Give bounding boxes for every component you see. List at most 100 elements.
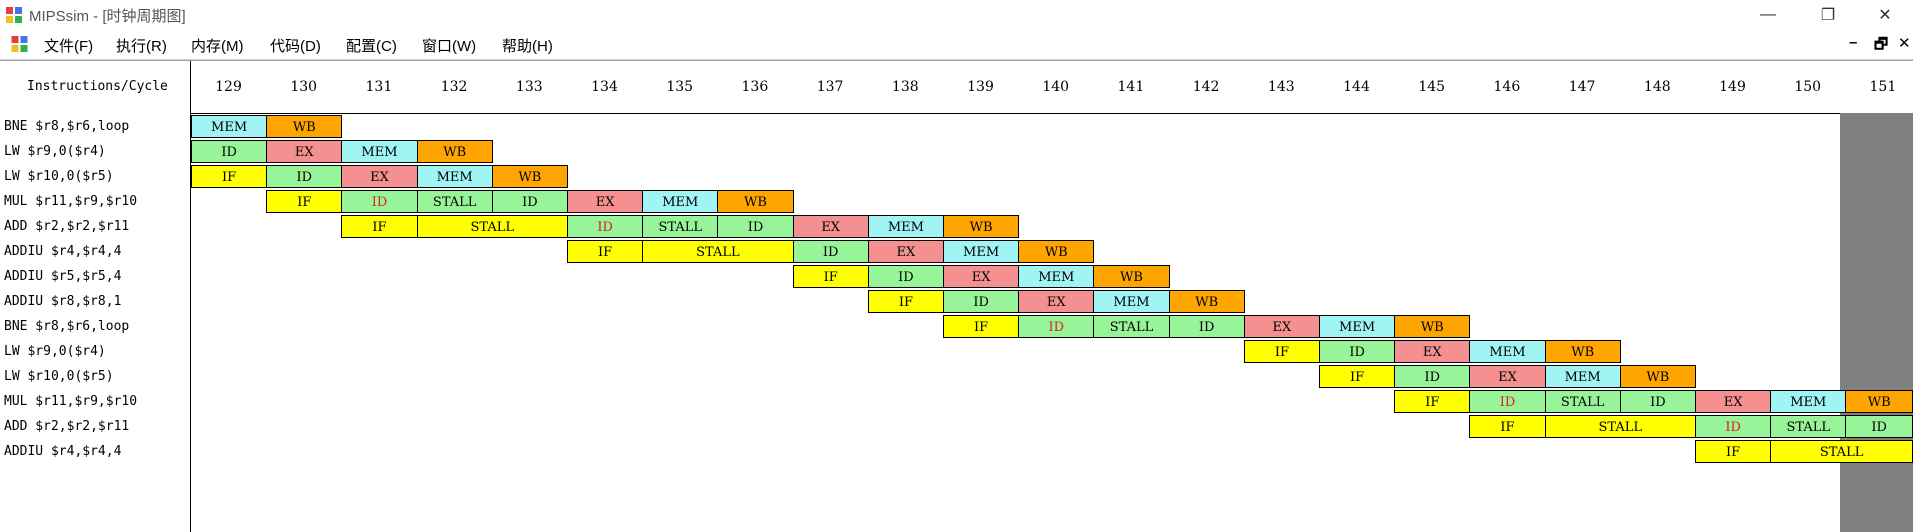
stage-cell-ex: EX [567, 190, 644, 213]
title-bar: MIPSsim - [时钟周期图] — ❐ ✕ [0, 0, 1913, 29]
menu-config[interactable]: 配置(C) [346, 38, 397, 55]
mdi-close-button[interactable]: ✕ [1898, 35, 1911, 52]
stage-cell-stall: STALL [1770, 440, 1913, 463]
mdi-document-icon[interactable] [11, 36, 28, 52]
cycle-header: 145 [1418, 79, 1446, 95]
menu-window[interactable]: 窗口(W) [422, 38, 477, 55]
cycle-header: 151 [1869, 79, 1897, 95]
stage-cell-if: IF [567, 240, 644, 263]
instruction-label: MUL $r11,$r9,$r10 [4, 394, 138, 409]
menu-help[interactable]: 帮助(H) [502, 38, 553, 55]
stage-cell-id: ID [567, 215, 644, 238]
stage-cell-wb: WB [1168, 290, 1245, 313]
stage-cell-id: ID [266, 165, 343, 188]
stage-cell-mem: MEM [1469, 340, 1546, 363]
cycle-header: 132 [440, 79, 468, 95]
stage-cell-mem: MEM [943, 240, 1020, 263]
close-button[interactable]: ✕ [1878, 6, 1892, 24]
minimize-button[interactable]: — [1760, 5, 1776, 23]
stage-cell-if: IF [266, 190, 343, 213]
stage-cell-mem: MEM [642, 190, 719, 213]
stage-cell-if: IF [1243, 340, 1320, 363]
stage-cell-if: IF [867, 290, 944, 313]
stage-cell-ex: EX [1695, 390, 1772, 413]
stage-cell-id: ID [1695, 415, 1772, 438]
window-title: MIPSsim - [时钟周期图] [29, 8, 186, 25]
stage-cell-wb: WB [943, 215, 1020, 238]
instruction-label: LW $r10,0($r5) [4, 369, 114, 384]
stage-cell-ex: EX [266, 140, 343, 163]
cycle-header: 146 [1493, 79, 1521, 95]
cycle-header: 137 [816, 79, 844, 95]
stage-cell-id: ID [943, 290, 1020, 313]
menu-run[interactable]: 执行(R) [116, 38, 167, 55]
stage-cell-stall: STALL [642, 240, 794, 263]
instruction-label: MUL $r11,$r9,$r10 [4, 194, 138, 209]
menu-memory[interactable]: 内存(M) [191, 38, 244, 55]
stage-cell-stall: STALL [416, 215, 568, 238]
stage-cell-ex: EX [1243, 315, 1320, 338]
cycle-header: 131 [365, 79, 393, 95]
cycle-header: 135 [666, 79, 694, 95]
header-divider [190, 113, 1840, 114]
instruction-label: ADDIU $r8,$r8,1 [4, 294, 122, 309]
stage-cell-mem: MEM [1018, 265, 1095, 288]
stage-cell-wb: WB [491, 165, 568, 188]
stage-cell-stall: STALL [1544, 415, 1696, 438]
stage-cell-id: ID [341, 190, 418, 213]
stage-cell-id: ID [1845, 415, 1913, 438]
mdi-minimize-button[interactable]: – [1849, 34, 1858, 51]
stage-cell-id: ID [1168, 315, 1245, 338]
cycle-header: 139 [967, 79, 994, 95]
instruction-label: ADDIU $r4,$r4,4 [4, 244, 122, 259]
stage-cell-if: IF [341, 215, 418, 238]
cycle-header: 140 [1042, 79, 1070, 95]
label-divider [190, 61, 191, 532]
cycle-header: 149 [1719, 79, 1746, 95]
stage-cell-wb: WB [717, 190, 794, 213]
stage-cell-ex: EX [1394, 340, 1471, 363]
stage-cell-id: ID [1018, 315, 1095, 338]
stage-cell-ex: EX [867, 240, 944, 263]
stage-cell-id: ID [1469, 390, 1546, 413]
instruction-label: ADD $r2,$r2,$r11 [4, 419, 130, 434]
stage-cell-wb: WB [1544, 340, 1621, 363]
stage-cell-stall: STALL [642, 215, 719, 238]
stage-cell-ex: EX [1018, 290, 1095, 313]
instruction-label: ADDIU $r5,$r5,4 [4, 269, 122, 284]
stage-cell-if: IF [1469, 415, 1546, 438]
stage-cell-if: IF [1695, 440, 1772, 463]
stage-cell-mem: MEM [1770, 390, 1847, 413]
cycle-header: 141 [1117, 79, 1145, 95]
menu-file[interactable]: 文件(F) [44, 38, 94, 55]
instruction-label: LW $r9,0($r4) [4, 344, 106, 359]
stage-cell-wb: WB [1394, 315, 1471, 338]
stage-cell-stall: STALL [1544, 390, 1621, 413]
stage-cell-id: ID [491, 190, 568, 213]
instruction-label: LW $r9,0($r4) [4, 144, 106, 159]
instruction-label: LW $r10,0($r5) [4, 169, 114, 184]
mdi-restore-button[interactable]: 🗗 [1874, 36, 1889, 53]
cycle-header: 147 [1568, 79, 1596, 95]
stage-cell-if: IF [943, 315, 1020, 338]
stage-cell-wb: WB [1619, 365, 1696, 388]
stage-cell-stall: STALL [1093, 315, 1170, 338]
clock-cycle-diagram[interactable]: Instructions/Cycle 129 130 131 132 133 134 135… [0, 60, 1913, 532]
menu-code[interactable]: 代码(D) [270, 38, 321, 55]
stage-cell-mem: MEM [867, 215, 944, 238]
stage-cell-id: ID [717, 215, 794, 238]
stage-cell-ex: EX [792, 215, 869, 238]
stage-cell-id: ID [867, 265, 944, 288]
stage-cell-if: IF [792, 265, 869, 288]
stage-cell-stall: STALL [1770, 415, 1847, 438]
stage-cell-stall: STALL [416, 190, 493, 213]
stage-cell-if: IF [1394, 390, 1471, 413]
maximize-button[interactable]: ❐ [1820, 6, 1836, 24]
stage-cell-id: ID [792, 240, 869, 263]
stage-cell-ex: EX [1469, 365, 1546, 388]
stage-cell-mem: MEM [191, 115, 268, 138]
cycle-header: 129 [215, 79, 242, 95]
instruction-label: BNE $r8,$r6,loop [4, 119, 130, 134]
cycle-header: 134 [591, 79, 618, 95]
unpainted-area [1840, 113, 1913, 532]
